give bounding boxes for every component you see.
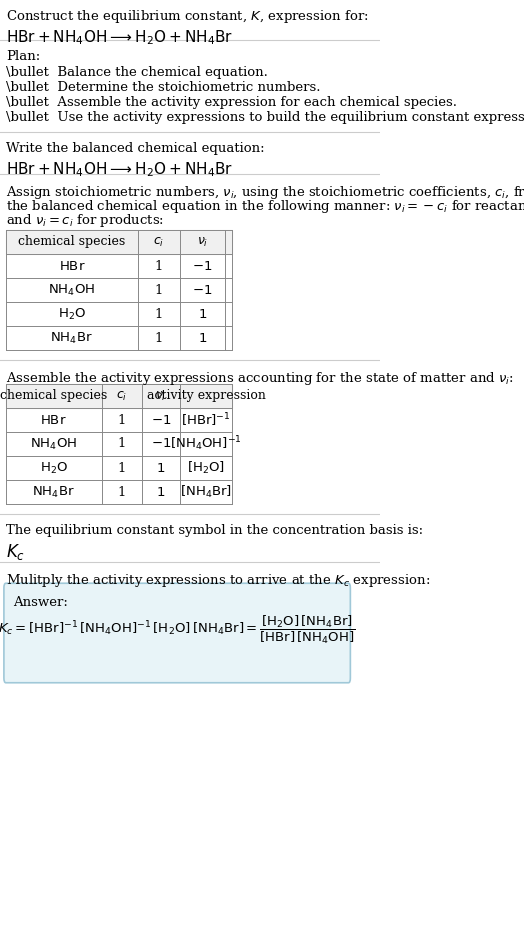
Text: $c_i$: $c_i$: [154, 235, 165, 249]
Text: $[\mathrm{H_2O}]$: $[\mathrm{H_2O}]$: [187, 460, 225, 476]
Text: Plan:: Plan:: [6, 50, 40, 63]
Text: $\mathrm{NH_4Br}$: $\mathrm{NH_4Br}$: [50, 330, 93, 345]
Text: \bullet  Use the activity expressions to build the equilibrium constant expressi: \bullet Use the activity expressions to …: [6, 111, 524, 124]
Text: $\mathrm{HBr + NH_4OH \longrightarrow H_2O + NH_4Br}$: $\mathrm{HBr + NH_4OH \longrightarrow H_…: [6, 28, 233, 47]
Text: activity expression: activity expression: [147, 389, 266, 402]
Text: $[\mathrm{NH_4OH}]^{-1}$: $[\mathrm{NH_4OH}]^{-1}$: [170, 435, 242, 454]
Text: Assemble the activity expressions accounting for the state of matter and $\nu_i$: Assemble the activity expressions accoun…: [6, 370, 514, 387]
Text: $1$: $1$: [198, 331, 207, 344]
Text: $-1$: $-1$: [150, 414, 171, 426]
Text: the balanced chemical equation in the following manner: $\nu_i = -c_i$ for react: the balanced chemical equation in the fo…: [6, 198, 524, 215]
Text: 1: 1: [117, 461, 126, 474]
Text: $\mathrm{NH_4OH}$: $\mathrm{NH_4OH}$: [30, 437, 78, 452]
Text: $\nu_i$: $\nu_i$: [155, 389, 167, 402]
FancyBboxPatch shape: [4, 584, 351, 682]
Text: $\mathrm{HBr}$: $\mathrm{HBr}$: [40, 414, 67, 426]
Text: $[\mathrm{HBr}]^{-1}$: $[\mathrm{HBr}]^{-1}$: [181, 411, 231, 429]
Text: 1: 1: [117, 437, 126, 451]
Text: $\nu_i$: $\nu_i$: [197, 235, 208, 249]
Text: \bullet  Determine the stoichiometric numbers.: \bullet Determine the stoichiometric num…: [6, 81, 320, 94]
Text: $c_i$: $c_i$: [116, 389, 127, 402]
Text: chemical species: chemical species: [0, 389, 107, 402]
Text: 1: 1: [155, 331, 163, 344]
Text: 1: 1: [155, 259, 163, 272]
Text: The equilibrium constant symbol in the concentration basis is:: The equilibrium constant symbol in the c…: [6, 524, 423, 537]
Text: Write the balanced chemical equation:: Write the balanced chemical equation:: [6, 142, 265, 155]
Text: $\mathrm{HBr + NH_4OH \longrightarrow H_2O + NH_4Br}$: $\mathrm{HBr + NH_4OH \longrightarrow H_…: [6, 160, 233, 178]
Text: 1: 1: [117, 486, 126, 498]
Text: $-1$: $-1$: [150, 437, 171, 451]
Text: $\mathrm{NH_4OH}$: $\mathrm{NH_4OH}$: [48, 283, 95, 298]
Text: Answer:: Answer:: [13, 596, 68, 609]
Text: $K_c = [\mathrm{HBr}]^{-1}\,[\mathrm{NH_4OH}]^{-1}\,[\mathrm{H_2O}]\,[\mathrm{NH: $K_c = [\mathrm{HBr}]^{-1}\,[\mathrm{NH_…: [0, 614, 356, 646]
Text: 1: 1: [155, 284, 163, 296]
Text: $\mathrm{H_2O}$: $\mathrm{H_2O}$: [58, 307, 86, 322]
Text: $K_c$: $K_c$: [6, 542, 25, 562]
Text: $1$: $1$: [198, 307, 207, 321]
Text: 1: 1: [155, 307, 163, 321]
Text: Mulitply the activity expressions to arrive at the $K_c$ expression:: Mulitply the activity expressions to arr…: [6, 572, 430, 589]
Text: $\mathrm{NH_4Br}$: $\mathrm{NH_4Br}$: [32, 484, 75, 499]
Bar: [6, 230, 232, 254]
Text: $[\mathrm{NH_4Br}]$: $[\mathrm{NH_4Br}]$: [180, 484, 232, 500]
Text: \bullet  Assemble the activity expression for each chemical species.: \bullet Assemble the activity expression…: [6, 96, 457, 109]
Text: \bullet  Balance the chemical equation.: \bullet Balance the chemical equation.: [6, 66, 268, 79]
Text: Assign stoichiometric numbers, $\nu_i$, using the stoichiometric coefficients, $: Assign stoichiometric numbers, $\nu_i$, …: [6, 184, 524, 201]
Text: Construct the equilibrium constant, $K$, expression for:: Construct the equilibrium constant, $K$,…: [6, 8, 368, 25]
Text: and $\nu_i = c_i$ for products:: and $\nu_i = c_i$ for products:: [6, 212, 164, 229]
Text: $\mathrm{H_2O}$: $\mathrm{H_2O}$: [40, 460, 68, 475]
Text: $-1$: $-1$: [192, 259, 213, 272]
Text: $-1$: $-1$: [192, 284, 213, 296]
Text: chemical species: chemical species: [18, 235, 125, 249]
Text: 1: 1: [117, 414, 126, 426]
Text: $1$: $1$: [156, 461, 166, 474]
Text: $\mathrm{HBr}$: $\mathrm{HBr}$: [59, 259, 85, 272]
Text: $1$: $1$: [156, 486, 166, 498]
Bar: [6, 384, 232, 408]
